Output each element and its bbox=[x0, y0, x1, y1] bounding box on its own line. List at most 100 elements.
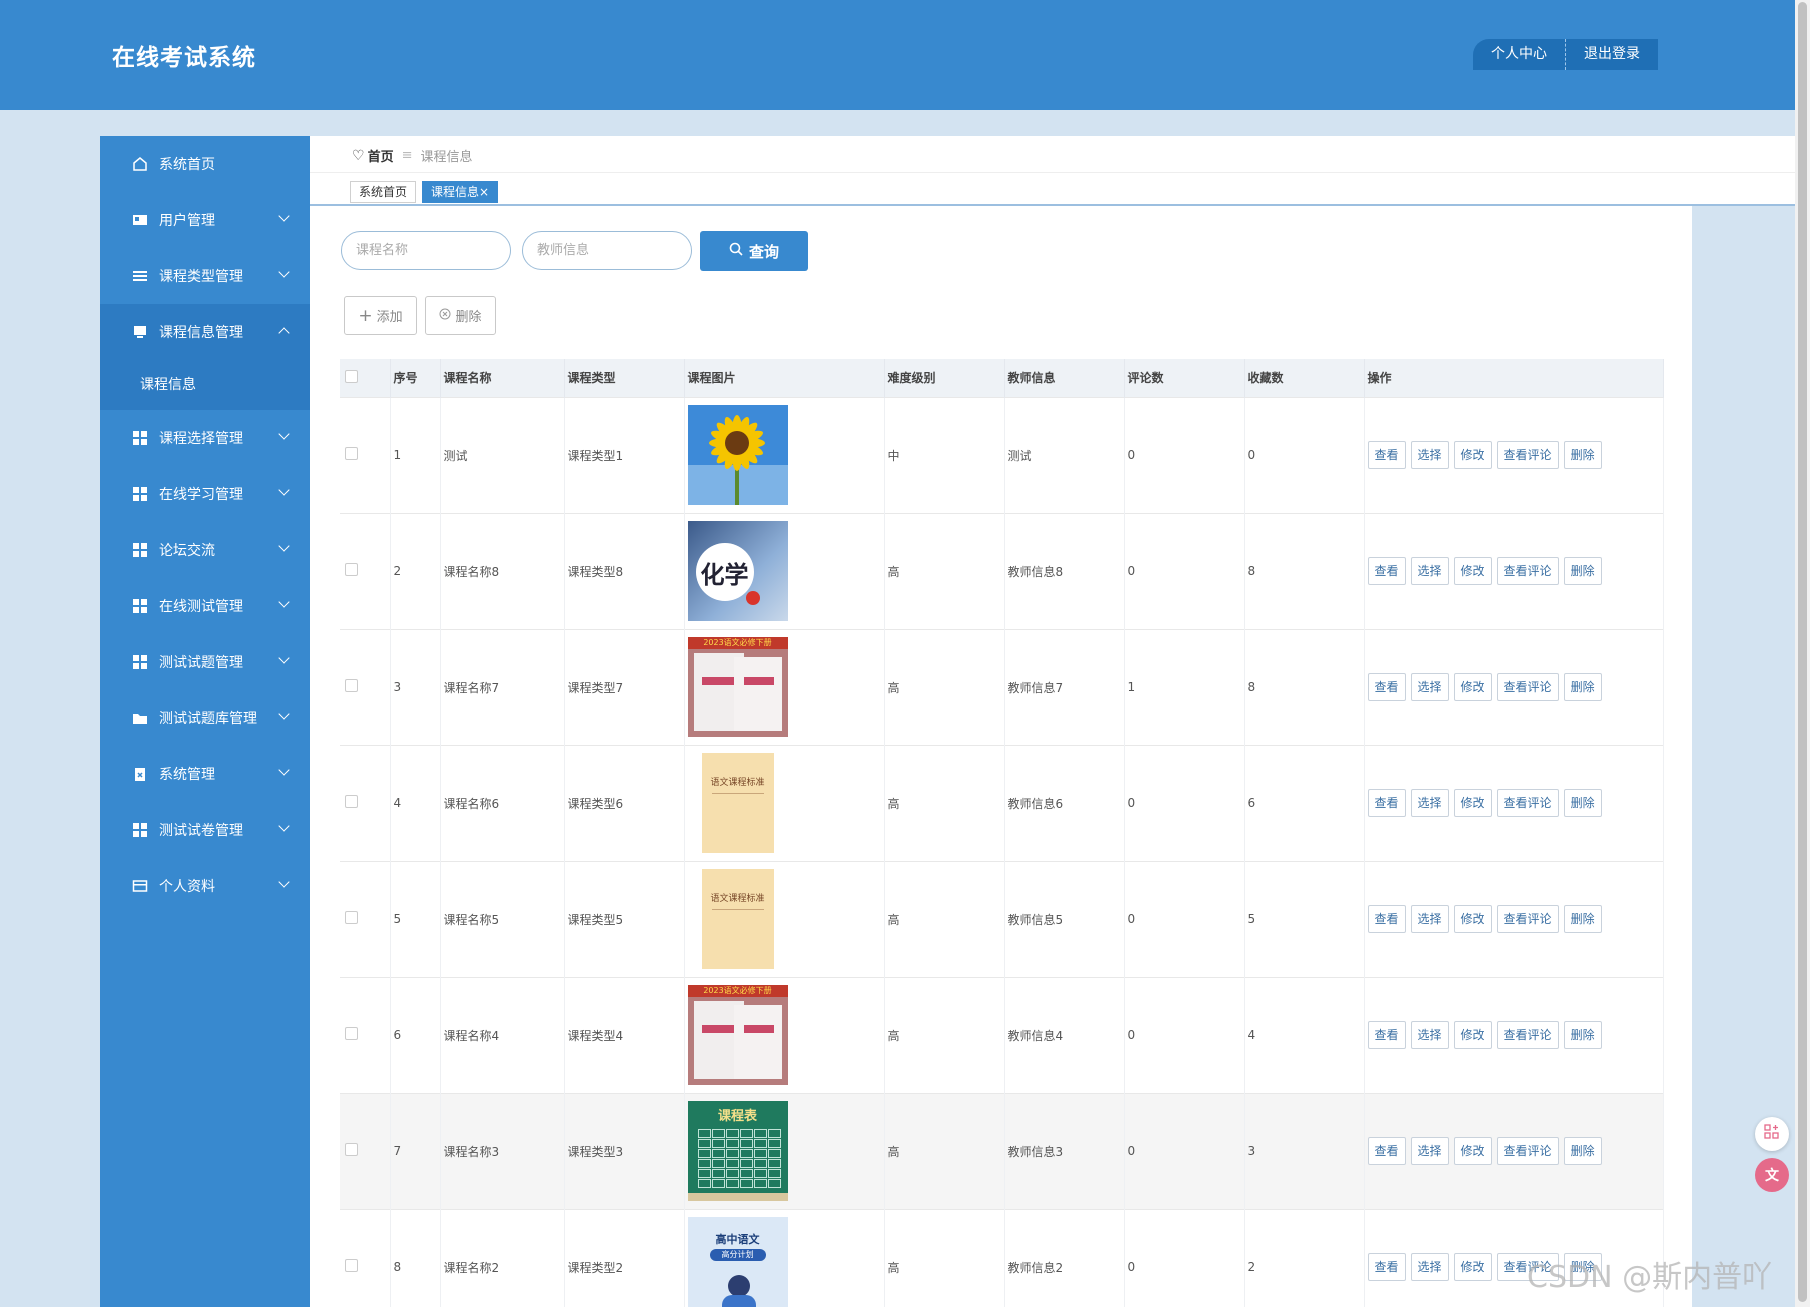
table-header-row: 序号 课程名称 课程类型 课程图片 难度级别 教师信息 评论数 收藏数 操作 bbox=[340, 359, 1664, 397]
apps-float-button[interactable] bbox=[1755, 1117, 1789, 1151]
sidebar-item-question-bank[interactable]: 测试试题库管理 bbox=[100, 690, 310, 746]
row-delete-button[interactable]: 删除 bbox=[1563, 1137, 1602, 1165]
sidebar-item-profile[interactable]: 个人资料 bbox=[100, 858, 310, 914]
row-view-comments-button[interactable]: 查看评论 bbox=[1496, 557, 1559, 585]
cell-course-name: 课程名称7 bbox=[440, 628, 565, 745]
row-view-button[interactable]: 查看 bbox=[1367, 1137, 1406, 1165]
row-view-button[interactable]: 查看 bbox=[1367, 1253, 1406, 1282]
sidebar-item-forum[interactable]: 论坛交流 bbox=[100, 522, 310, 578]
breadcrumb-home[interactable]: 首页 bbox=[367, 150, 394, 165]
row-view-comments-button[interactable]: 查看评论 bbox=[1496, 1253, 1559, 1282]
row-view-comments-button[interactable]: 查看评论 bbox=[1496, 1137, 1559, 1165]
row-view-button[interactable]: 查看 bbox=[1367, 905, 1406, 933]
cell-course-image: 2023语文必修下册 bbox=[684, 628, 885, 745]
sidebar-item-course-info[interactable]: 课程信息管理 bbox=[100, 304, 310, 360]
add-button[interactable]: + 添加 bbox=[344, 296, 417, 335]
query-button[interactable]: 查询 bbox=[700, 231, 808, 271]
book-title: 2023语文必修下册 bbox=[687, 985, 788, 997]
teacher-info-input[interactable] bbox=[522, 231, 692, 270]
row-edit-button[interactable]: 修改 bbox=[1453, 557, 1492, 585]
close-icon[interactable]: × bbox=[479, 185, 490, 199]
sidebar-item-system[interactable]: 系统管理 bbox=[100, 746, 310, 802]
book-subtitle: 高分计划 bbox=[709, 1249, 766, 1262]
page-scrollbar[interactable] bbox=[1795, 0, 1810, 1307]
row-view-comments-button[interactable]: 查看评论 bbox=[1496, 905, 1559, 933]
delete-button[interactable]: 删除 bbox=[425, 296, 496, 335]
circle-x-icon bbox=[439, 308, 451, 324]
sidebar-item-users[interactable]: 用户管理 bbox=[100, 192, 310, 248]
sidebar-item-online-learning[interactable]: 在线学习管理 bbox=[100, 466, 310, 522]
row-view-comments-button[interactable]: 查看评论 bbox=[1496, 789, 1559, 817]
row-delete-button[interactable]: 删除 bbox=[1563, 789, 1602, 817]
row-delete-button[interactable]: 删除 bbox=[1563, 905, 1602, 933]
column-header: 课程类型 bbox=[564, 359, 685, 397]
sidebar-item-online-test[interactable]: 在线测试管理 bbox=[100, 578, 310, 634]
row-edit-button[interactable]: 修改 bbox=[1453, 441, 1492, 469]
grid-icon bbox=[131, 541, 149, 559]
row-delete-button[interactable]: 删除 bbox=[1563, 441, 1602, 469]
row-select-button[interactable]: 选择 bbox=[1410, 1137, 1449, 1165]
personal-center-button[interactable]: 个人中心 bbox=[1473, 39, 1565, 70]
tab-home[interactable]: 系统首页 bbox=[350, 181, 417, 203]
row-checkbox[interactable] bbox=[345, 679, 358, 692]
sidebar-item-course-types[interactable]: 课程类型管理 bbox=[100, 248, 310, 304]
row-view-button[interactable]: 查看 bbox=[1367, 557, 1406, 585]
sidebar-item-home[interactable]: 系统首页 bbox=[100, 136, 310, 192]
submenu-item-course-info[interactable]: 课程信息 bbox=[140, 377, 196, 393]
row-select-button[interactable]: 选择 bbox=[1410, 1021, 1449, 1049]
sidebar-item-course-selection[interactable]: 课程选择管理 bbox=[100, 410, 310, 466]
cell-no: 5 bbox=[390, 860, 441, 977]
row-checkbox[interactable] bbox=[345, 911, 358, 924]
column-header: 教师信息 bbox=[1004, 359, 1125, 397]
row-edit-button[interactable]: 修改 bbox=[1453, 673, 1492, 701]
row-view-button[interactable]: 查看 bbox=[1367, 673, 1406, 701]
table-row: 8 课程名称2 课程类型2 高中语文 高分计划高教师信息2 0 2 查看 选择 修改 查看评论 删除 bbox=[340, 1208, 1664, 1307]
row-checkbox[interactable] bbox=[345, 795, 358, 808]
book-title: 高中语文 bbox=[715, 1233, 760, 1247]
cell-level: 高 bbox=[884, 628, 1005, 745]
translate-float-button[interactable]: 文 bbox=[1755, 1158, 1789, 1192]
row-view-comments-button[interactable]: 查看评论 bbox=[1496, 673, 1559, 701]
row-delete-button[interactable]: 删除 bbox=[1563, 1253, 1602, 1282]
table-row: 5 课程名称5 课程类型5 语文课程标准高教师信息5 0 5 查看 选择 修改 查看评论 删除 bbox=[340, 860, 1664, 977]
row-view-comments-button[interactable]: 查看评论 bbox=[1496, 1021, 1559, 1049]
row-view-button[interactable]: 查看 bbox=[1367, 789, 1406, 817]
cell-level: 高 bbox=[884, 976, 1005, 1093]
row-select-button[interactable]: 选择 bbox=[1410, 673, 1449, 701]
sidebar-item-test-questions[interactable]: 测试试题管理 bbox=[100, 634, 310, 690]
row-delete-button[interactable]: 删除 bbox=[1563, 1021, 1602, 1049]
row-select-button[interactable]: 选择 bbox=[1410, 441, 1449, 469]
row-edit-button[interactable]: 修改 bbox=[1453, 789, 1492, 817]
row-edit-button[interactable]: 修改 bbox=[1453, 1253, 1492, 1282]
logout-button[interactable]: 退出登录 bbox=[1565, 39, 1658, 70]
row-edit-button[interactable]: 修改 bbox=[1453, 905, 1492, 933]
tab-course-info[interactable]: 课程信息× bbox=[422, 181, 499, 203]
row-select-button[interactable]: 选择 bbox=[1410, 789, 1449, 817]
row-select-button[interactable]: 选择 bbox=[1410, 1253, 1449, 1282]
row-select-button[interactable]: 选择 bbox=[1410, 905, 1449, 933]
tabs-bar bbox=[310, 172, 1795, 206]
row-edit-button[interactable]: 修改 bbox=[1453, 1137, 1492, 1165]
row-checkbox[interactable] bbox=[345, 1259, 358, 1273]
column-header: 收藏数 bbox=[1244, 359, 1365, 397]
row-checkbox[interactable] bbox=[345, 563, 358, 576]
row-delete-button[interactable]: 删除 bbox=[1563, 673, 1602, 701]
row-edit-button[interactable]: 修改 bbox=[1453, 1021, 1492, 1049]
course-image: 语文课程标准 bbox=[688, 753, 788, 853]
row-delete-button[interactable]: 删除 bbox=[1563, 557, 1602, 585]
row-checkbox[interactable] bbox=[345, 1143, 358, 1156]
sidebar-item-test-papers[interactable]: 测试试卷管理 bbox=[100, 802, 310, 858]
book-title: 化学 bbox=[695, 543, 754, 601]
course-name-input[interactable] bbox=[341, 231, 511, 270]
row-view-comments-button[interactable]: 查看评论 bbox=[1496, 441, 1559, 469]
row-select-button[interactable]: 选择 bbox=[1410, 557, 1449, 585]
row-checkbox[interactable] bbox=[345, 447, 358, 460]
search-icon bbox=[729, 242, 743, 260]
course-image: 2023语文必修下册 bbox=[687, 985, 788, 1085]
row-view-button[interactable]: 查看 bbox=[1367, 1021, 1406, 1049]
row-checkbox[interactable] bbox=[345, 1027, 358, 1040]
cell-course-type: 课程类型7 bbox=[564, 628, 685, 745]
select-all-checkbox[interactable] bbox=[345, 369, 358, 383]
scrollbar-thumb[interactable] bbox=[1798, 2, 1807, 1302]
row-view-button[interactable]: 查看 bbox=[1367, 441, 1406, 469]
